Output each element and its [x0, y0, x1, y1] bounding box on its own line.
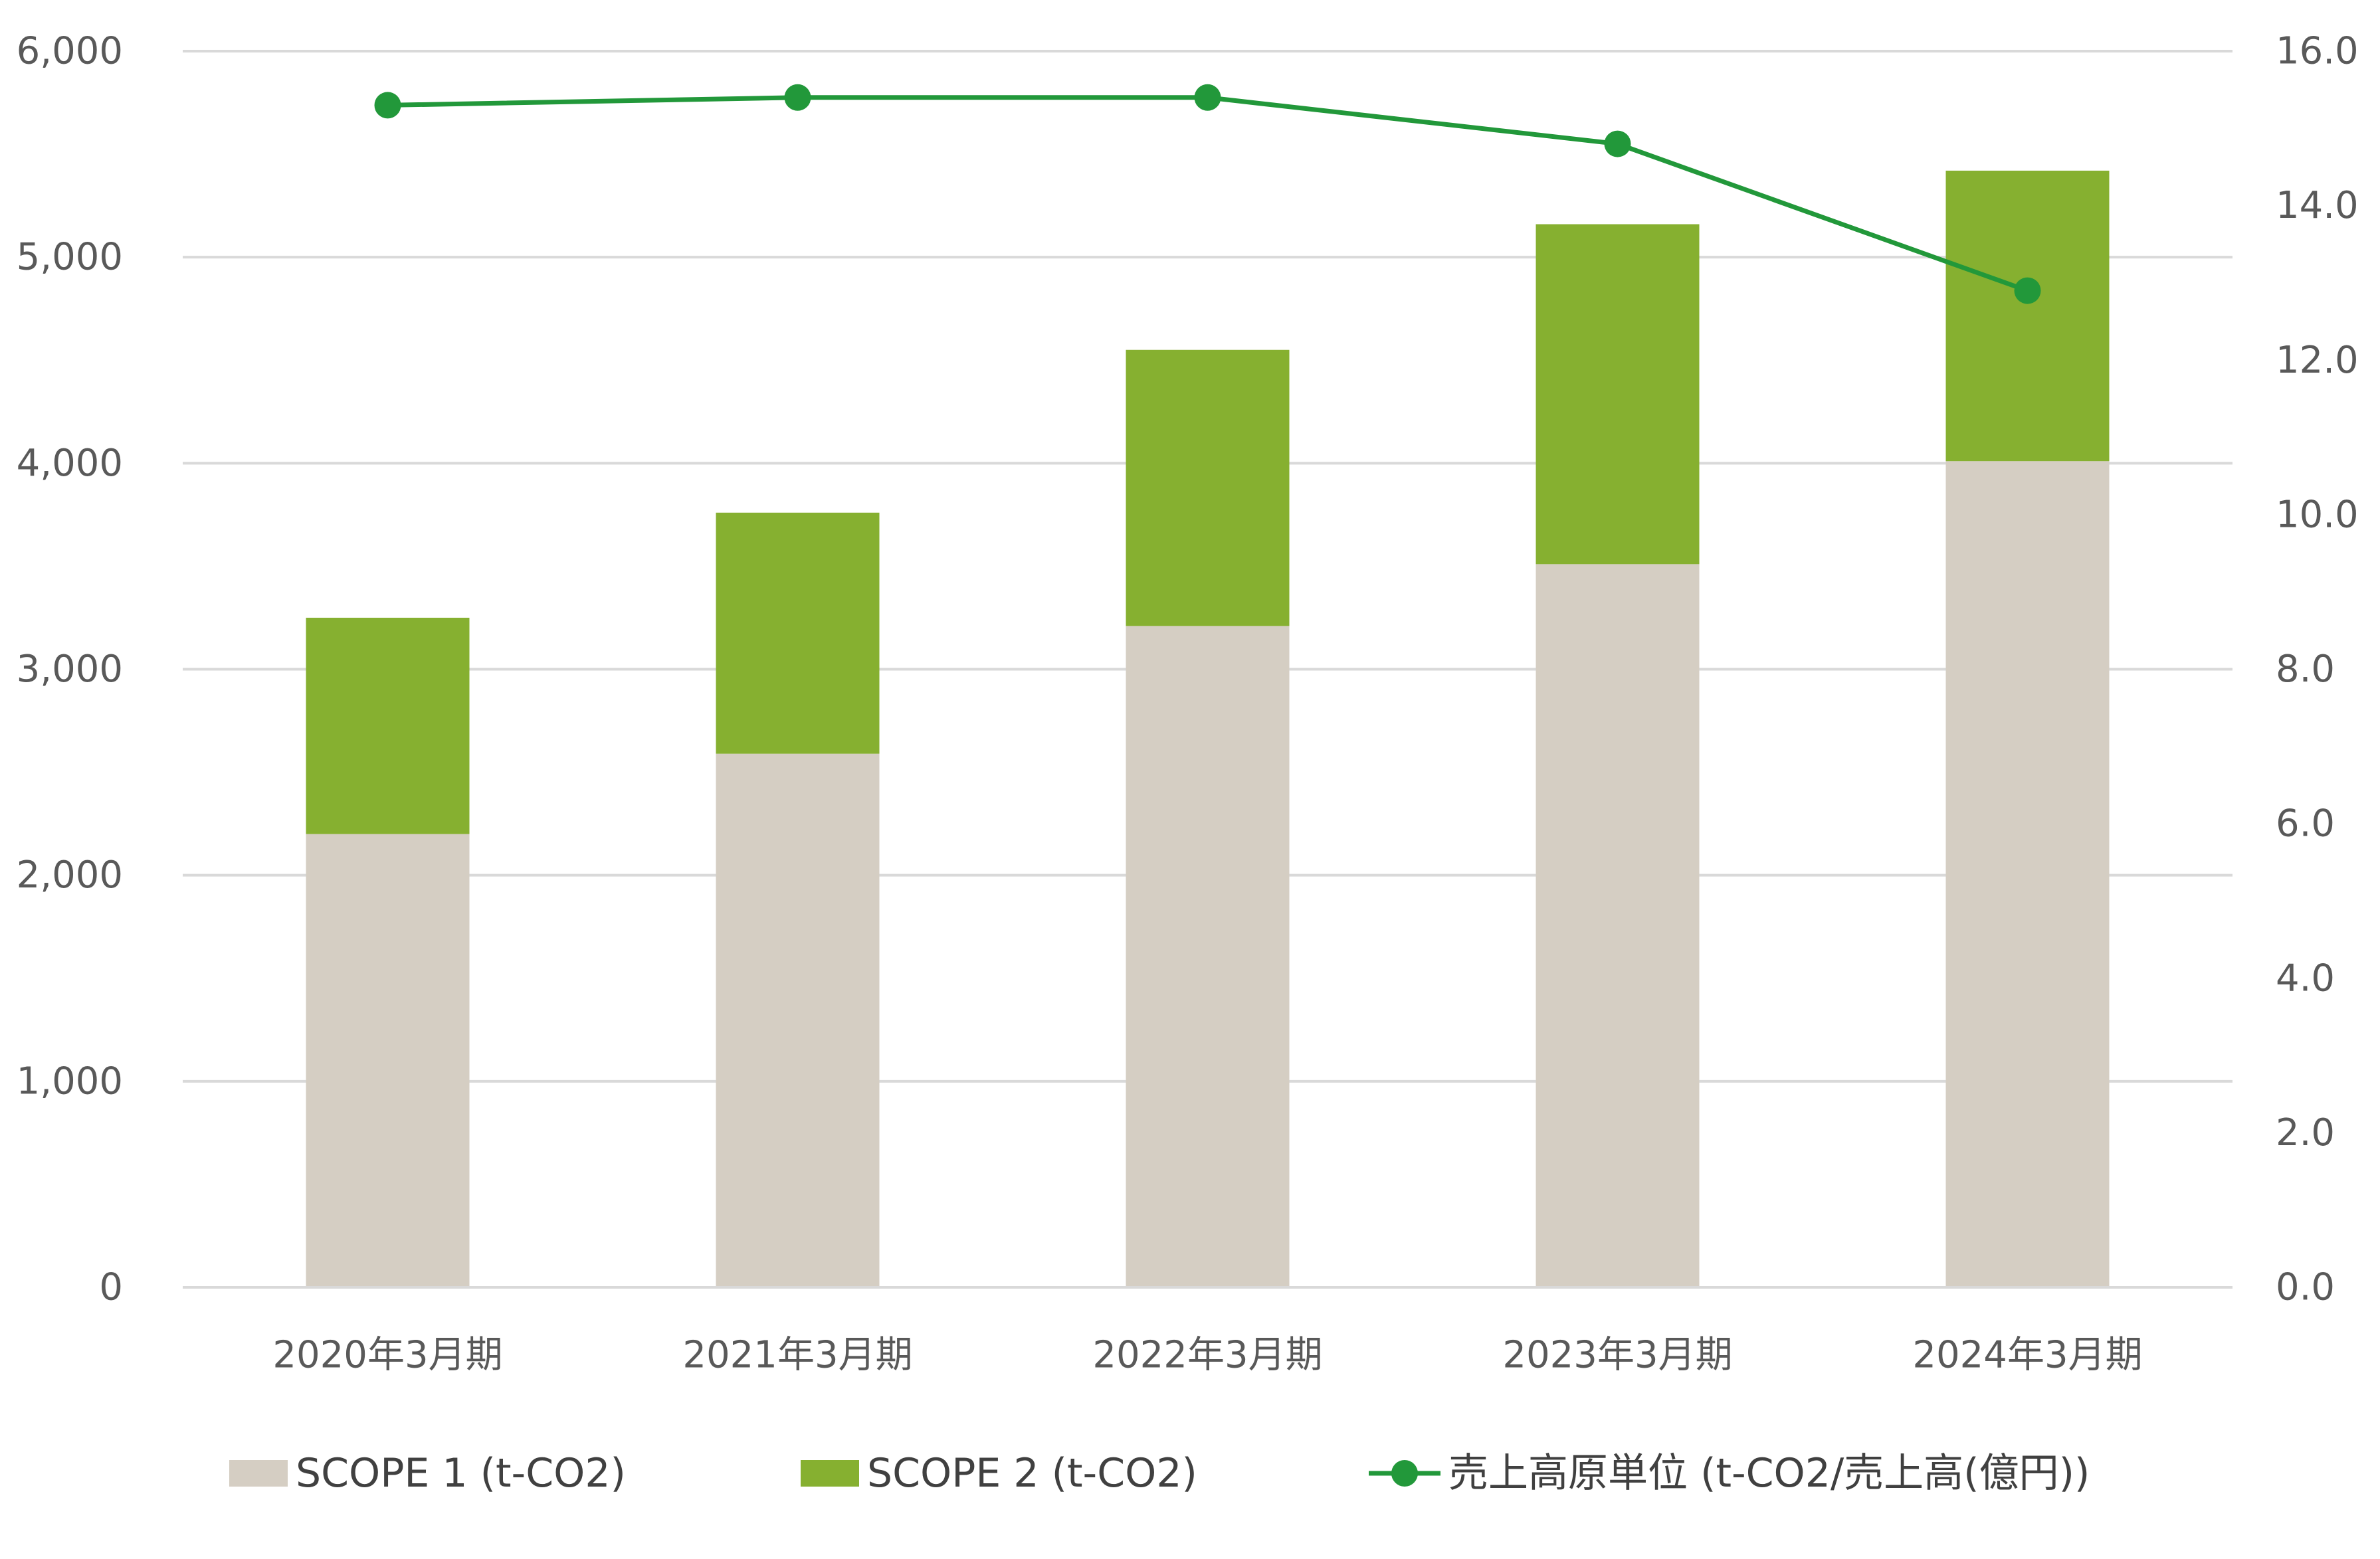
- right-axis-tick-label: 16.0: [2276, 30, 2359, 73]
- right-axis-tick-label: 10.0: [2276, 493, 2359, 536]
- scope-1-bar: [1536, 564, 1700, 1288]
- right-axis-tick-label: 6.0: [2276, 802, 2335, 846]
- scope-2-bar: [1945, 170, 2110, 462]
- bar-series-group: [306, 170, 2110, 1288]
- x-axis-tick-label: 2022年3月期: [1092, 1334, 1322, 1377]
- scope-2-legend-swatch: [801, 1460, 859, 1487]
- intensity-point: [1604, 130, 1631, 157]
- scope-2-bar: [1126, 349, 1290, 626]
- x-axis-tick-label: 2023年3月期: [1502, 1334, 1732, 1377]
- line-series-group: [374, 84, 2041, 304]
- x-axis-tick-label: 2024年3月期: [1912, 1334, 2142, 1377]
- left-axis-tick-label: 0: [99, 1266, 123, 1309]
- left-axis-tick-label: 3,000: [17, 648, 123, 691]
- right-axis-tick-label: 0.0: [2276, 1266, 2335, 1309]
- intensity-point: [1194, 84, 1221, 111]
- scope-1-bar: [1126, 626, 1290, 1287]
- left-axis-tick-label: 4,000: [17, 442, 123, 485]
- right-y-axis: 0.0 2.0 4.0 6.0 8.0 10.0 12.0 14.0 16.0: [2276, 30, 2359, 1309]
- right-axis-tick-label: 2.0: [2276, 1111, 2335, 1154]
- scope-2-bar: [1536, 224, 1700, 565]
- scope-1-legend-label: SCOPE 1 (t-CO2): [296, 1450, 626, 1497]
- right-axis-tick-label: 4.0: [2276, 957, 2335, 1000]
- intensity-legend-marker: [1391, 1460, 1418, 1487]
- left-axis-tick-label: 2,000: [17, 854, 123, 897]
- left-axis-tick-label: 1,000: [17, 1059, 123, 1103]
- intensity-point: [2014, 277, 2041, 304]
- x-axis-tick-label: 2021年3月期: [682, 1334, 912, 1377]
- scope-1-legend-swatch: [229, 1460, 288, 1487]
- scope-1-bar: [716, 753, 880, 1287]
- legend: SCOPE 1 (t-CO2) SCOPE 2 (t-CO2) 売上高原単位 (t-…: [229, 1450, 2090, 1497]
- x-axis-tick-label: 2020年3月期: [272, 1334, 502, 1377]
- right-axis-tick-label: 8.0: [2276, 648, 2335, 691]
- scope-1-bar: [306, 834, 470, 1287]
- left-y-axis: 0 1,000 2,000 3,000 4,000 5,000 6,000: [17, 30, 123, 1309]
- intensity-line: [387, 95, 2029, 293]
- intensity-point: [374, 92, 401, 119]
- intensity-legend-label: 売上高原単位 (t-CO2/売上高(億円)): [1448, 1450, 2090, 1497]
- left-axis-tick-label: 6,000: [17, 30, 123, 73]
- right-axis-tick-label: 14.0: [2276, 184, 2359, 227]
- intensity-point: [784, 84, 811, 111]
- scope-1-bar: [1945, 461, 2110, 1287]
- scope-2-bar: [716, 512, 880, 754]
- right-axis-tick-label: 12.0: [2276, 339, 2359, 382]
- scope-2-legend-label: SCOPE 2 (t-CO2): [867, 1450, 1197, 1497]
- x-axis: 2020年3月期 2021年3月期 2022年3月期 2023年3月期 2024年3月期: [183, 1286, 2232, 1377]
- left-axis-tick-label: 5,000: [17, 236, 123, 279]
- scope-2-bar: [306, 617, 470, 834]
